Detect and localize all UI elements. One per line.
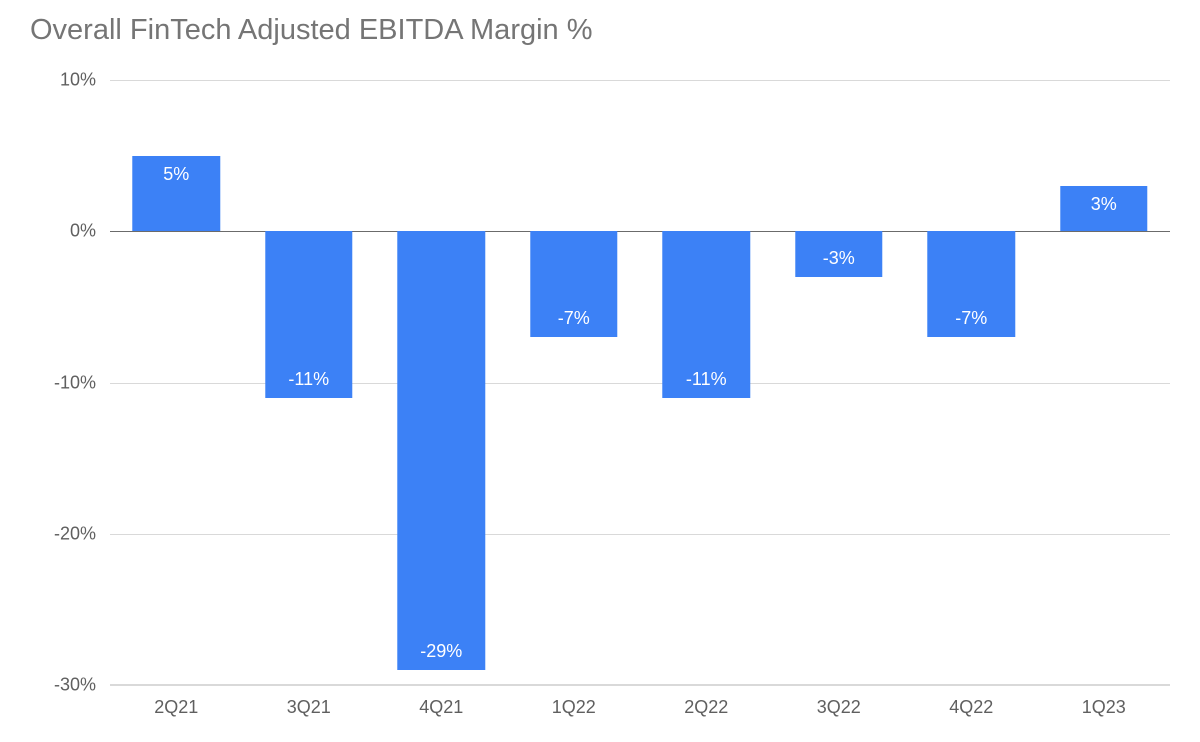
y-tick-label: 10% <box>60 70 110 91</box>
bar-slot: -11%3Q21 <box>243 80 376 685</box>
bar-value-label: -11% <box>288 369 329 390</box>
x-tick-label: 4Q22 <box>949 685 993 718</box>
bar-value-label: -3% <box>823 248 855 269</box>
bar-value-label: -7% <box>955 308 987 329</box>
bars-layer: 5%2Q21-11%3Q21-29%4Q21-7%1Q22-11%2Q22-3%… <box>110 80 1170 685</box>
bar-slot: -11%2Q22 <box>640 80 773 685</box>
y-tick-label: -20% <box>54 523 110 544</box>
bar-slot: -29%4Q21 <box>375 80 508 685</box>
bar: -11% <box>663 231 750 397</box>
bar: -7% <box>928 231 1015 337</box>
bar-slot: 3%1Q23 <box>1038 80 1171 685</box>
bar: 3% <box>1060 186 1147 231</box>
bar-value-label: -11% <box>686 369 727 390</box>
bar-slot: -3%3Q22 <box>773 80 906 685</box>
bar: -7% <box>530 231 617 337</box>
bar-value-label: 3% <box>1091 194 1117 215</box>
bar-slot: 5%2Q21 <box>110 80 243 685</box>
bar: 5% <box>133 156 220 232</box>
bar-value-label: -7% <box>558 308 590 329</box>
y-tick-label: -10% <box>54 372 110 393</box>
bar-slot: -7%4Q22 <box>905 80 1038 685</box>
plot-area: -30%-20%-10%0%10%5%2Q21-11%3Q21-29%4Q21-… <box>110 80 1170 685</box>
bar: -29% <box>398 231 485 670</box>
x-tick-label: 3Q21 <box>287 685 331 718</box>
y-tick-label: -30% <box>54 675 110 696</box>
x-tick-label: 1Q23 <box>1082 685 1126 718</box>
bar-slot: -7%1Q22 <box>508 80 641 685</box>
gridline <box>110 685 1170 686</box>
y-tick-label: 0% <box>70 221 110 242</box>
bar-value-label: -29% <box>420 641 462 662</box>
bar-value-label: 5% <box>163 164 189 185</box>
x-tick-label: 1Q22 <box>552 685 596 718</box>
ebitda-margin-chart: Overall FinTech Adjusted EBITDA Margin %… <box>0 0 1200 742</box>
chart-title: Overall FinTech Adjusted EBITDA Margin % <box>30 14 593 47</box>
x-tick-label: 4Q21 <box>419 685 463 718</box>
x-tick-label: 3Q22 <box>817 685 861 718</box>
bar: -11% <box>265 231 352 397</box>
x-tick-label: 2Q22 <box>684 685 728 718</box>
x-tick-label: 2Q21 <box>154 685 198 718</box>
bar: -3% <box>795 231 882 276</box>
